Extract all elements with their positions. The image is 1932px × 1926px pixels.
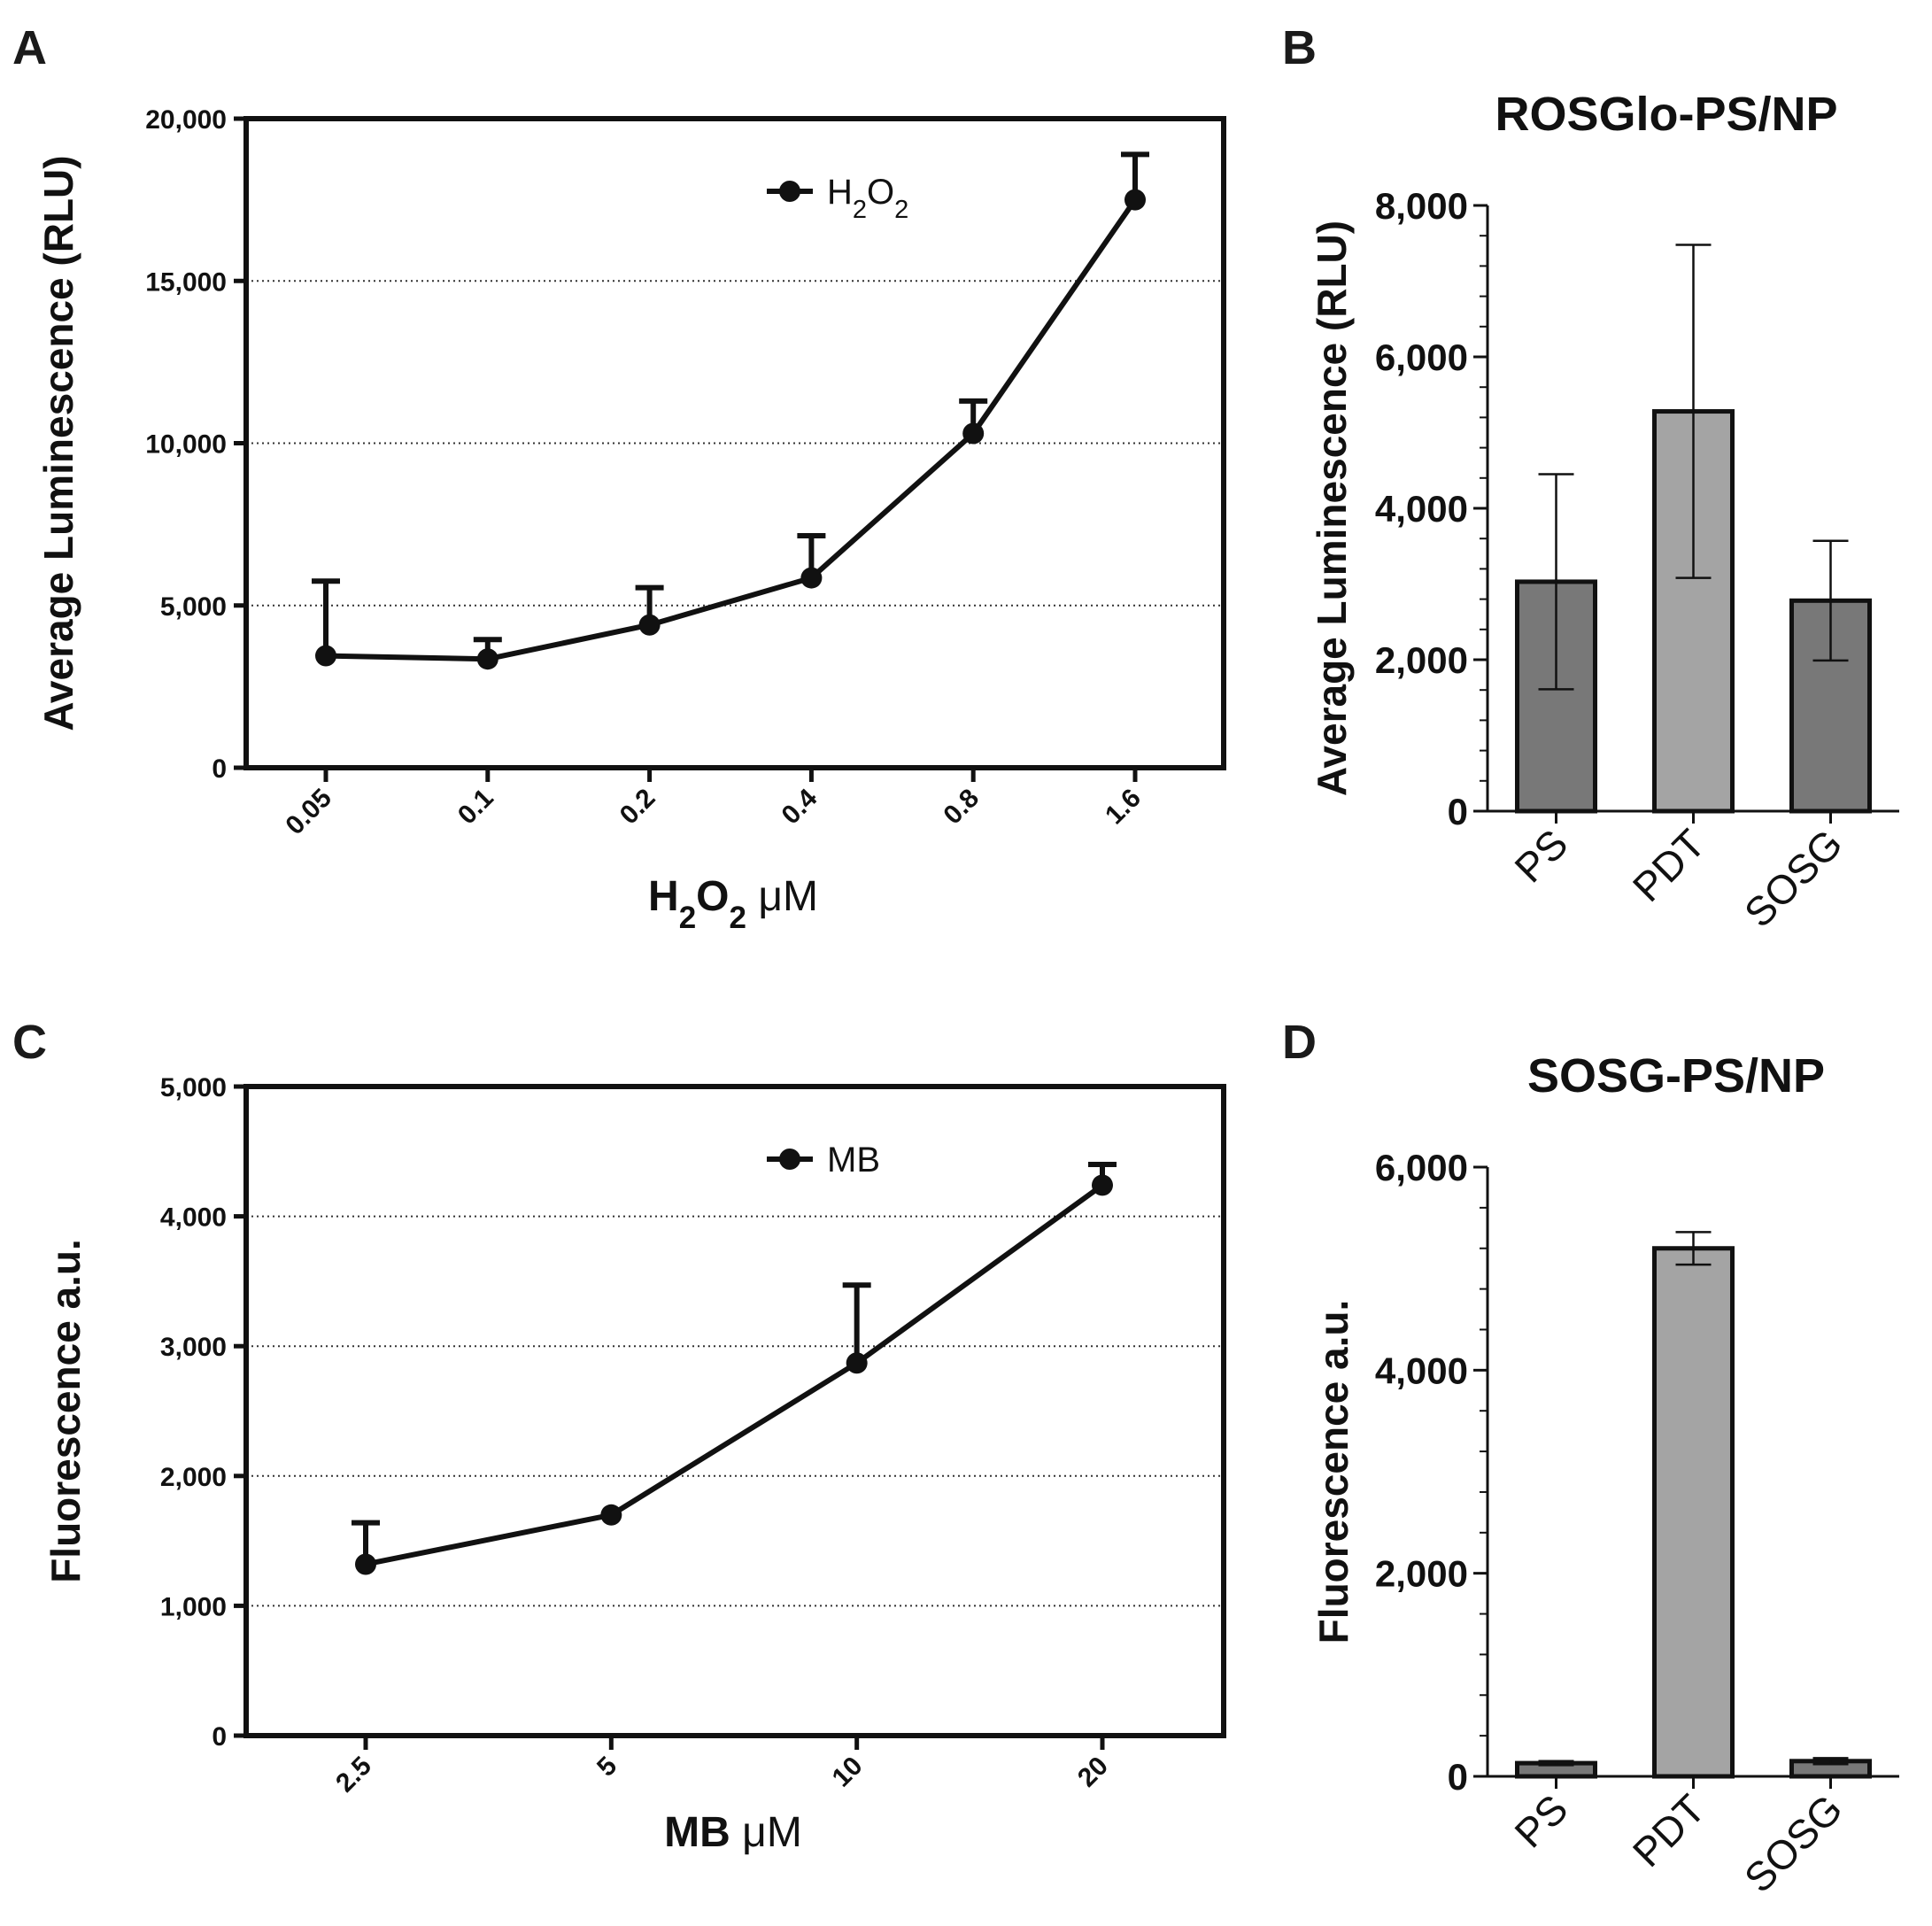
chart-d: SOSG-PS/NP 0 2,000 4,000 6,000 PS PDT SOSG Fluor… [1310, 1049, 1899, 1901]
legend-label-a-part-0: H [827, 173, 853, 212]
x-tick-label-d-1: PDT [1624, 1785, 1714, 1876]
x-tick-label-c-0: 2.5 [330, 1752, 377, 1798]
y-tick-label-d-3: 6,000 [1375, 1147, 1468, 1188]
y-tick-label-a-4: 20,000 [145, 105, 227, 135]
y-tick-label-c-3: 3,000 [160, 1333, 227, 1362]
y-tick-label-d-1: 2,000 [1375, 1553, 1468, 1595]
x-tick-label-b-0: PS [1505, 820, 1576, 891]
x-tick-label-c-3: 20 [1072, 1752, 1114, 1793]
data-point-a-5 [1124, 189, 1146, 211]
x-axis-title-c-part-1: μM [730, 1809, 802, 1856]
plot-frame-c [243, 1084, 1226, 1738]
y-tick-label-c-1: 1,000 [160, 1592, 227, 1621]
x-axis-title-a-part-4: μM [746, 873, 818, 920]
y-tick-label-a-3: 15,000 [145, 267, 227, 297]
x-tick-label-a-2: 0.2 [614, 784, 661, 831]
y-tick-label-b-4: 8,000 [1375, 185, 1468, 227]
legend-marker-c [779, 1149, 800, 1170]
y-tick-label-a-0: 0 [212, 754, 227, 784]
x-axis-title-c: MB μM [664, 1809, 802, 1856]
chart-title-d: SOSG-PS/NP [1527, 1049, 1825, 1102]
x-tick-label-d-2: SOSG [1735, 1785, 1851, 1901]
data-point-c-2 [846, 1352, 868, 1374]
chart-b: ROSGlo-PS/NP 0 2,000 4,000 6,000 8,000 PS PDT SO… [1309, 88, 1899, 936]
x-tick-label-c-1: 5 [591, 1752, 622, 1783]
y-tick-label-b-3: 6,000 [1375, 336, 1468, 378]
chart-title-b: ROSGlo-PS/NP [1495, 88, 1837, 141]
y-axis-title-d: Fluorescence a.u. [1310, 1300, 1356, 1644]
x-tick-label-c-2: 10 [827, 1752, 869, 1793]
legend-label-a: H2O2 [827, 173, 908, 224]
panel-letter-b: B [1282, 21, 1317, 74]
legend-label-c: MB [827, 1141, 880, 1180]
y-tick-label-b-1: 2,000 [1375, 639, 1468, 681]
chart-a: 0 5,000 10,000 15,000 20,000 0.05 0.1 0.2 0.4 0.8… [35, 105, 1226, 935]
x-tick-label-d-0: PS [1505, 1785, 1576, 1856]
y-tick-label-a-1: 5,000 [160, 592, 227, 622]
legend-marker-a [779, 181, 800, 202]
data-point-a-0 [315, 645, 336, 667]
x-axis-title-c-part-0: MB [664, 1809, 730, 1856]
y-axis-title-a: Average Luminescence (RLU) [35, 155, 81, 731]
data-point-a-1 [476, 648, 498, 670]
x-tick-label-a-1: 0.1 [452, 784, 499, 831]
y-tick-label-c-4: 4,000 [160, 1203, 227, 1233]
series-line-c [365, 1182, 1104, 1567]
y-axis-title-c: Fluorescence a.u. [43, 1239, 89, 1583]
y-axis-title-b: Average Luminescence (RLU) [1309, 220, 1355, 796]
x-axis-title-a-part-3: 2 [730, 901, 746, 935]
y-tick-label-c-0: 0 [212, 1722, 227, 1752]
x-axis-title-a-part-1: 2 [679, 901, 696, 935]
data-point-c-1 [600, 1504, 622, 1526]
y-tick-label-b-0: 0 [1448, 791, 1468, 832]
x-axis-title-a-part-2: O [696, 873, 729, 920]
x-tick-label-a-0: 0.05 [280, 784, 337, 841]
y-tick-label-b-2: 4,000 [1375, 488, 1468, 530]
legend-label-a-part-2: O [867, 173, 894, 212]
data-point-a-2 [638, 614, 661, 636]
legend-label-a-part-3: 2 [894, 196, 908, 224]
legend-label-c-part-0: MB [827, 1141, 880, 1180]
data-point-c-3 [1092, 1174, 1113, 1196]
x-tick-label-b-1: PDT [1624, 820, 1714, 910]
panel-letter-a: A [12, 21, 47, 74]
data-point-c-0 [355, 1553, 376, 1575]
y-tick-label-c-5: 5,000 [160, 1073, 227, 1102]
data-point-a-3 [800, 567, 823, 589]
x-axis-title-a: H2O2 μM [648, 873, 818, 935]
x-tick-label-a-5: 1.6 [1100, 784, 1147, 831]
y-tick-label-a-2: 10,000 [145, 430, 227, 460]
legend-label-a-part-1: 2 [853, 196, 867, 224]
panel-letter-d: D [1282, 1016, 1317, 1069]
x-tick-label-a-3: 0.4 [777, 783, 823, 830]
panel-letter-c: C [12, 1016, 47, 1069]
y-tick-label-d-0: 0 [1448, 1756, 1468, 1798]
x-tick-label-a-4: 0.8 [938, 784, 985, 831]
bar-d-1 [1652, 1246, 1735, 1779]
data-point-a-4 [962, 422, 985, 445]
y-tick-label-d-2: 4,000 [1375, 1350, 1468, 1391]
y-tick-label-c-2: 2,000 [160, 1463, 227, 1492]
series-line-a [325, 197, 1138, 662]
x-tick-label-b-2: SOSG [1735, 820, 1851, 936]
x-axis-title-a-part-0: H [648, 873, 679, 920]
